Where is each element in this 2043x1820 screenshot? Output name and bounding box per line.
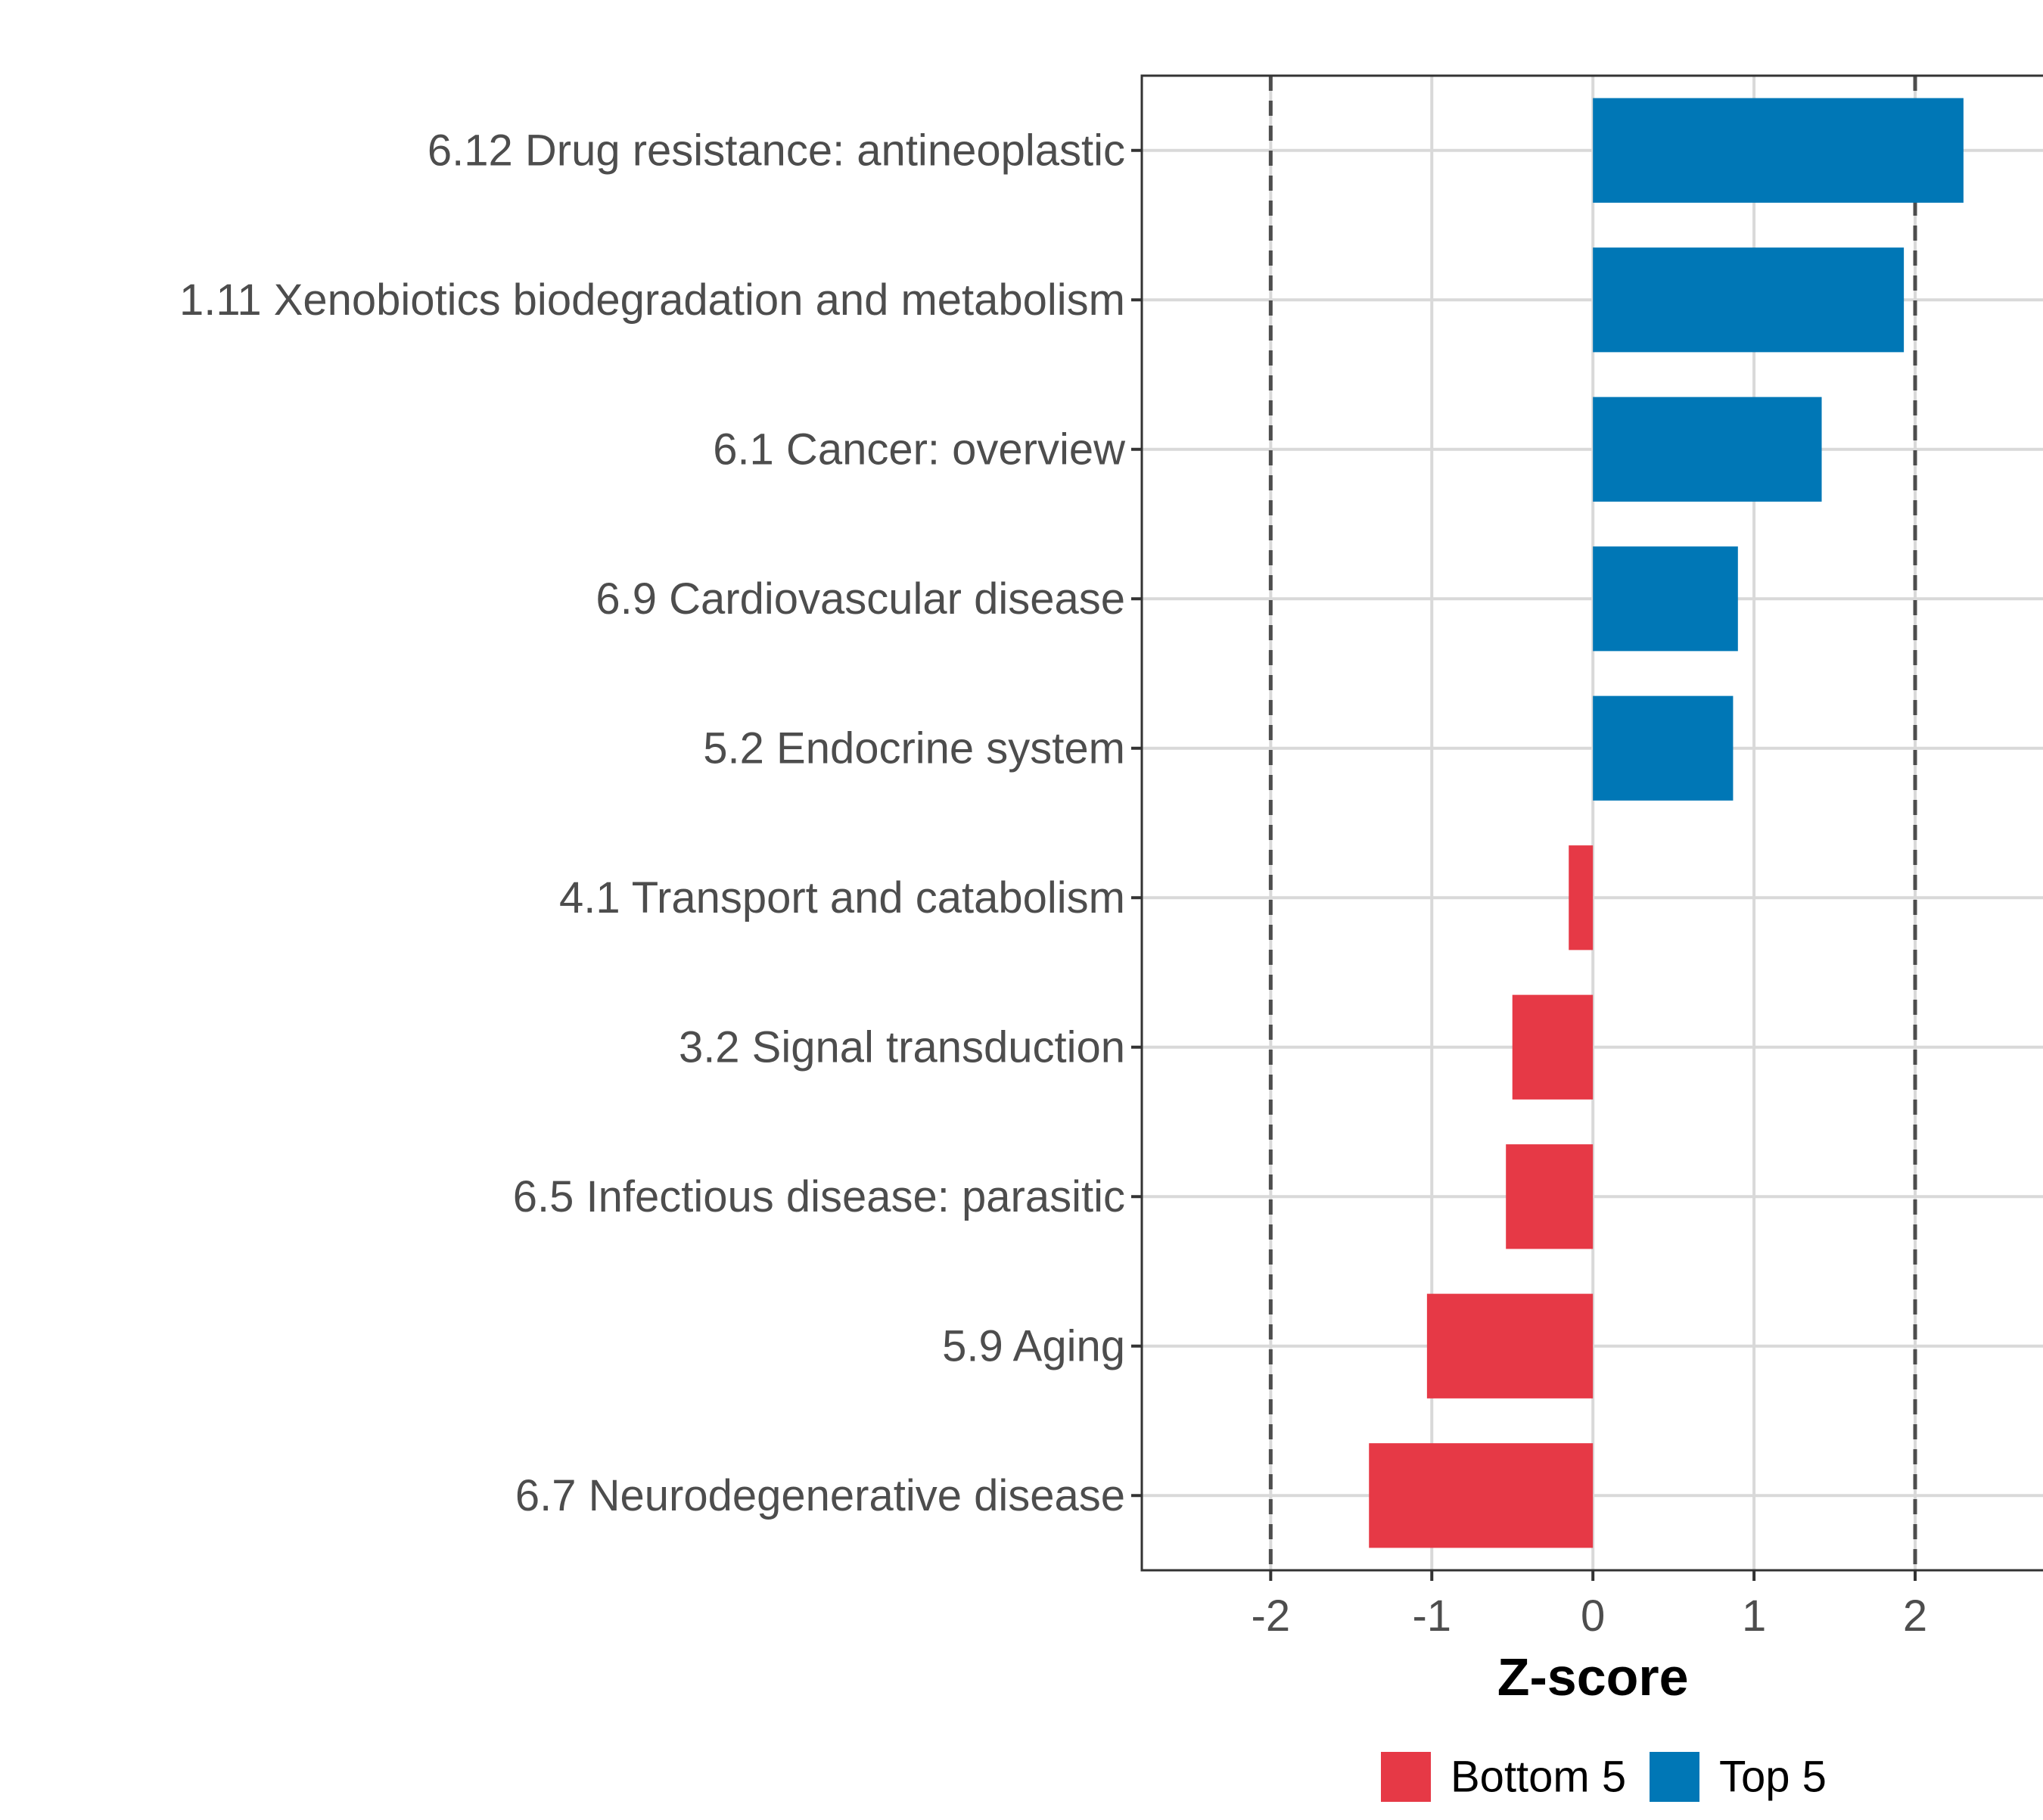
x-tick-label: 0 <box>1581 1591 1605 1641</box>
bar <box>1426 1293 1594 1398</box>
bar <box>1512 994 1594 1100</box>
bar <box>1593 546 1738 652</box>
bars <box>1369 98 1964 1548</box>
legend-label: Top 5 <box>1719 1753 1827 1802</box>
x-axis-title: Z-score <box>1497 1647 1689 1706</box>
legend-swatch <box>1650 1752 1699 1802</box>
category-label: 6.12 Drug resistance: antineoplastic <box>428 126 1125 175</box>
plot-panel-border <box>1140 74 2043 1572</box>
category-label: 3.2 Signal transduction <box>679 1022 1125 1072</box>
bar <box>1593 397 1822 502</box>
bar <box>1593 247 1905 353</box>
category-labels: 6.12 Drug resistance: antineoplastic 1.11… <box>179 126 1126 1520</box>
category-label: 6.1 Cancer: overview <box>713 425 1126 474</box>
bar <box>1593 98 1964 203</box>
bar <box>1569 845 1594 950</box>
x-tick-label: 2 <box>1903 1591 1927 1641</box>
category-label: 4.1 Transport and catabolism <box>559 873 1125 922</box>
category-label: 5.2 Endocrine system <box>703 723 1125 773</box>
x-tick-label: -1 <box>1412 1591 1451 1641</box>
axis-ticks <box>1131 148 1917 1581</box>
legend-label: Bottom 5 <box>1451 1753 1626 1802</box>
legend: Bottom 5 Top 5 <box>1381 1752 1827 1802</box>
category-label: 1.11 Xenobiotics biodegradation and meta… <box>179 275 1125 325</box>
x-tick-labels: -2 -1 0 1 2 <box>1252 1591 1928 1641</box>
category-label: 6.5 Infectious disease: parasitic <box>513 1172 1125 1221</box>
bar <box>1506 1144 1594 1249</box>
bar <box>1593 695 1734 801</box>
category-label: 5.9 Aging <box>942 1321 1125 1370</box>
legend-swatch <box>1381 1752 1431 1802</box>
x-tick-label: 1 <box>1742 1591 1766 1641</box>
category-label: 6.7 Neurodegenerative disease <box>515 1471 1125 1520</box>
category-label: 6.9 Cardiovascular disease <box>595 574 1125 624</box>
x-tick-label: -2 <box>1252 1591 1291 1641</box>
bar <box>1369 1443 1594 1548</box>
